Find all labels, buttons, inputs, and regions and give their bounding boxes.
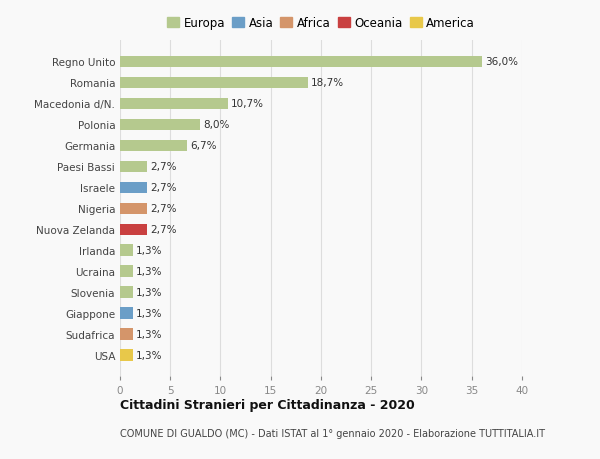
Text: 10,7%: 10,7% [230, 99, 263, 109]
Bar [120, 224, 147, 235]
Bar [120, 78, 308, 89]
Bar [120, 56, 482, 68]
Bar [120, 203, 147, 215]
Text: 2,7%: 2,7% [150, 183, 176, 193]
Text: 2,7%: 2,7% [150, 162, 176, 172]
Text: 1,3%: 1,3% [136, 350, 163, 360]
Text: 1,3%: 1,3% [136, 288, 163, 297]
Text: COMUNE DI GUALDO (MC) - Dati ISTAT al 1° gennaio 2020 - Elaborazione TUTTITALIA.: COMUNE DI GUALDO (MC) - Dati ISTAT al 1°… [120, 428, 545, 438]
Text: 1,3%: 1,3% [136, 246, 163, 256]
Text: 18,7%: 18,7% [311, 78, 344, 88]
Bar [120, 308, 133, 319]
Bar [120, 329, 133, 340]
Bar [120, 98, 227, 110]
Text: 1,3%: 1,3% [136, 308, 163, 319]
Bar [120, 266, 133, 277]
Bar [120, 161, 147, 173]
Text: Cittadini Stranieri per Cittadinanza - 2020: Cittadini Stranieri per Cittadinanza - 2… [120, 398, 415, 412]
Bar [120, 182, 147, 194]
Bar [120, 350, 133, 361]
Text: 1,3%: 1,3% [136, 330, 163, 340]
Text: 8,0%: 8,0% [203, 120, 230, 130]
Text: 1,3%: 1,3% [136, 267, 163, 277]
Bar [120, 245, 133, 257]
Bar [120, 140, 187, 152]
Bar [120, 287, 133, 298]
Bar [120, 119, 200, 131]
Text: 36,0%: 36,0% [485, 57, 518, 67]
Text: 2,7%: 2,7% [150, 204, 176, 214]
Text: 6,7%: 6,7% [190, 141, 217, 151]
Legend: Europa, Asia, Africa, Oceania, America: Europa, Asia, Africa, Oceania, America [164, 14, 478, 32]
Text: 2,7%: 2,7% [150, 225, 176, 235]
